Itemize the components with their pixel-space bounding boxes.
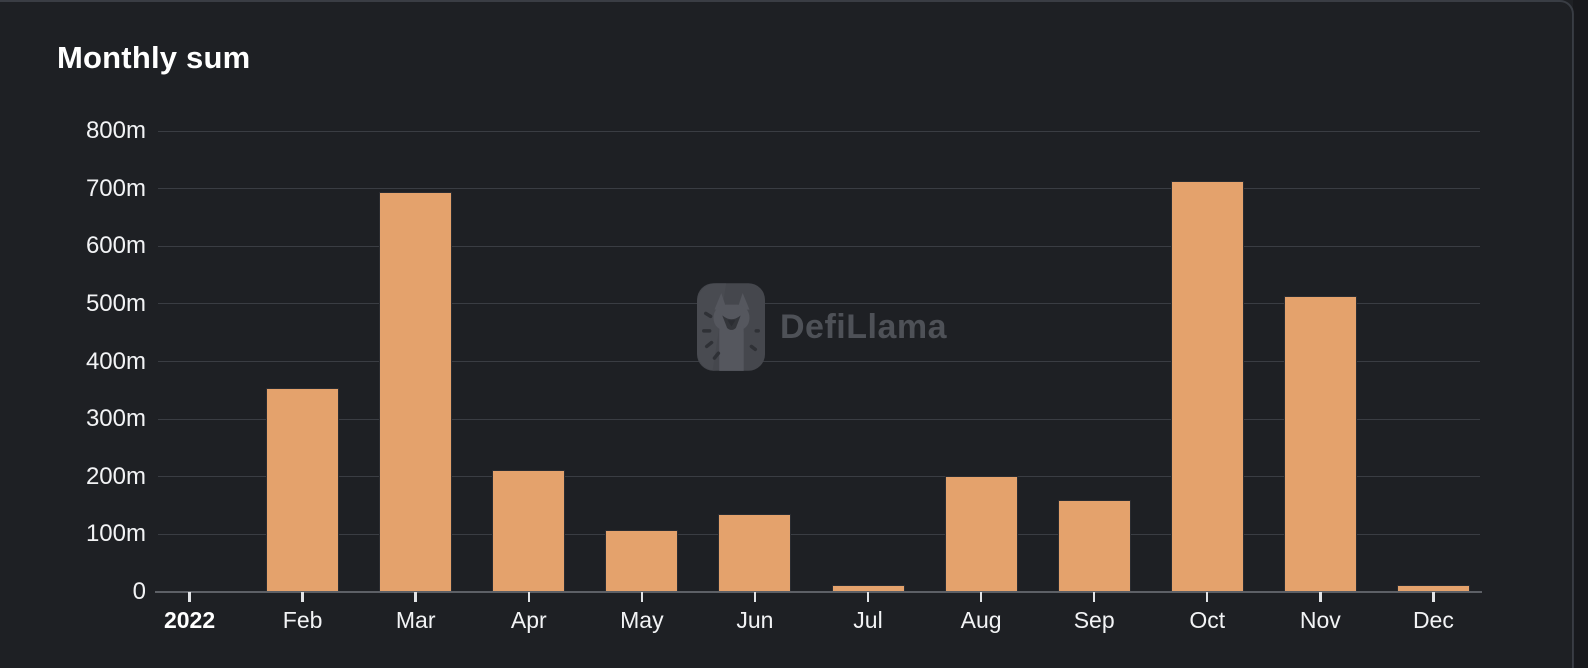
bar-mar[interactable]	[379, 192, 453, 592]
right-edge-strip	[1573, 0, 1588, 668]
gridline	[158, 245, 1480, 247]
x-axis-cell-jul: Jul	[811, 592, 924, 634]
bar-aug[interactable]	[944, 476, 1018, 592]
bars-area	[133, 131, 1490, 592]
bar-dec[interactable]	[1396, 585, 1470, 592]
y-tick-label: 600m	[85, 232, 146, 260]
x-tick-label: May	[620, 607, 664, 633]
y-tick-label: 100m	[85, 520, 146, 548]
bar-may[interactable]	[605, 529, 679, 592]
bar-nov[interactable]	[1283, 295, 1357, 592]
x-tick-mark	[1092, 592, 1096, 602]
bar-band-dec	[1377, 131, 1490, 592]
gridline	[158, 130, 1480, 132]
bar-band-sep	[1038, 131, 1151, 592]
x-tick-mark	[866, 592, 870, 602]
y-tick-label: 300m	[85, 405, 146, 433]
x-axis-cell-2022: 2022	[133, 592, 246, 634]
bar-jul[interactable]	[831, 585, 905, 592]
bar-band-jul	[811, 131, 924, 592]
bar-band-feb	[246, 131, 359, 592]
bar-band-mar	[359, 131, 472, 592]
x-tick-mark	[1205, 592, 1209, 602]
x-axis-cell-jun: Jun	[698, 592, 811, 634]
x-tick-label: Nov	[1299, 607, 1341, 633]
chart-title: Monthly sum	[57, 40, 251, 75]
x-tick-label: 2022	[163, 607, 216, 633]
x-axis-cell-sep: Sep	[1038, 592, 1151, 634]
x-tick-mark	[1319, 592, 1322, 602]
x-tick-label: Apr	[510, 607, 547, 633]
bar-band-jun	[698, 131, 811, 592]
x-tick-label: Mar	[395, 607, 436, 633]
gridline	[158, 533, 1480, 535]
x-tick-mark	[979, 592, 983, 602]
bar-band-may	[585, 131, 698, 592]
x-axis-cell-oct: Oct	[1151, 592, 1264, 634]
y-tick-label: 700m	[85, 174, 146, 202]
y-tick-label: 500m	[85, 289, 146, 317]
bar-oct[interactable]	[1170, 181, 1244, 592]
bar-band-aug	[925, 131, 1038, 592]
gridline	[158, 476, 1480, 478]
x-axis-labels: 2022 Feb Mar Apr May Jun Jul Aug Sep Oct Nov Dec	[133, 592, 1490, 634]
bar-band-apr	[472, 131, 585, 592]
bar-feb[interactable]	[266, 388, 340, 592]
monthly-sum-bar-chart: 0 100m 200m 300m 400m 500m 600m 700m 800m	[0, 119, 1588, 633]
gridline	[158, 303, 1480, 305]
bar-jun[interactable]	[718, 514, 792, 592]
x-tick-label: Aug	[960, 607, 1002, 633]
bar-band-2022	[133, 131, 246, 592]
x-axis-cell-dec: Dec	[1377, 592, 1490, 634]
gridline	[158, 188, 1480, 190]
x-tick-mark	[1432, 592, 1435, 602]
bar-band-nov	[1264, 131, 1377, 592]
x-tick-mark	[640, 592, 644, 602]
x-axis-cell-feb: Feb	[246, 592, 359, 634]
x-tick-label: Jun	[736, 607, 774, 633]
x-axis-cell-nov: Nov	[1264, 592, 1377, 634]
y-tick-label: 800m	[85, 117, 146, 144]
x-tick-label: Feb	[282, 607, 323, 633]
y-tick-label: 400m	[85, 347, 146, 375]
bar-apr[interactable]	[492, 469, 566, 592]
x-tick-mark	[188, 592, 191, 602]
x-tick-label: Jul	[853, 607, 883, 633]
x-tick-mark	[527, 592, 531, 602]
x-tick-mark	[753, 592, 757, 602]
x-tick-label: Oct	[1189, 607, 1226, 633]
x-tick-label: Sep	[1073, 607, 1115, 633]
bar-sep[interactable]	[1057, 499, 1131, 592]
x-axis-cell-aug: Aug	[925, 592, 1038, 634]
x-axis-line	[155, 590, 1482, 593]
y-tick-label: 200m	[85, 462, 146, 490]
bar-band-oct	[1151, 131, 1264, 592]
x-axis-cell-apr: Apr	[472, 592, 585, 634]
gridline	[158, 361, 1480, 362]
x-tick-mark	[301, 592, 304, 602]
x-tick-label: Dec	[1412, 607, 1454, 633]
x-axis-cell-mar: Mar	[359, 592, 472, 634]
y-tick-label: 0	[132, 578, 146, 605]
x-axis-cell-may: May	[585, 592, 698, 634]
x-tick-mark	[414, 592, 417, 602]
gridline	[158, 418, 1480, 420]
